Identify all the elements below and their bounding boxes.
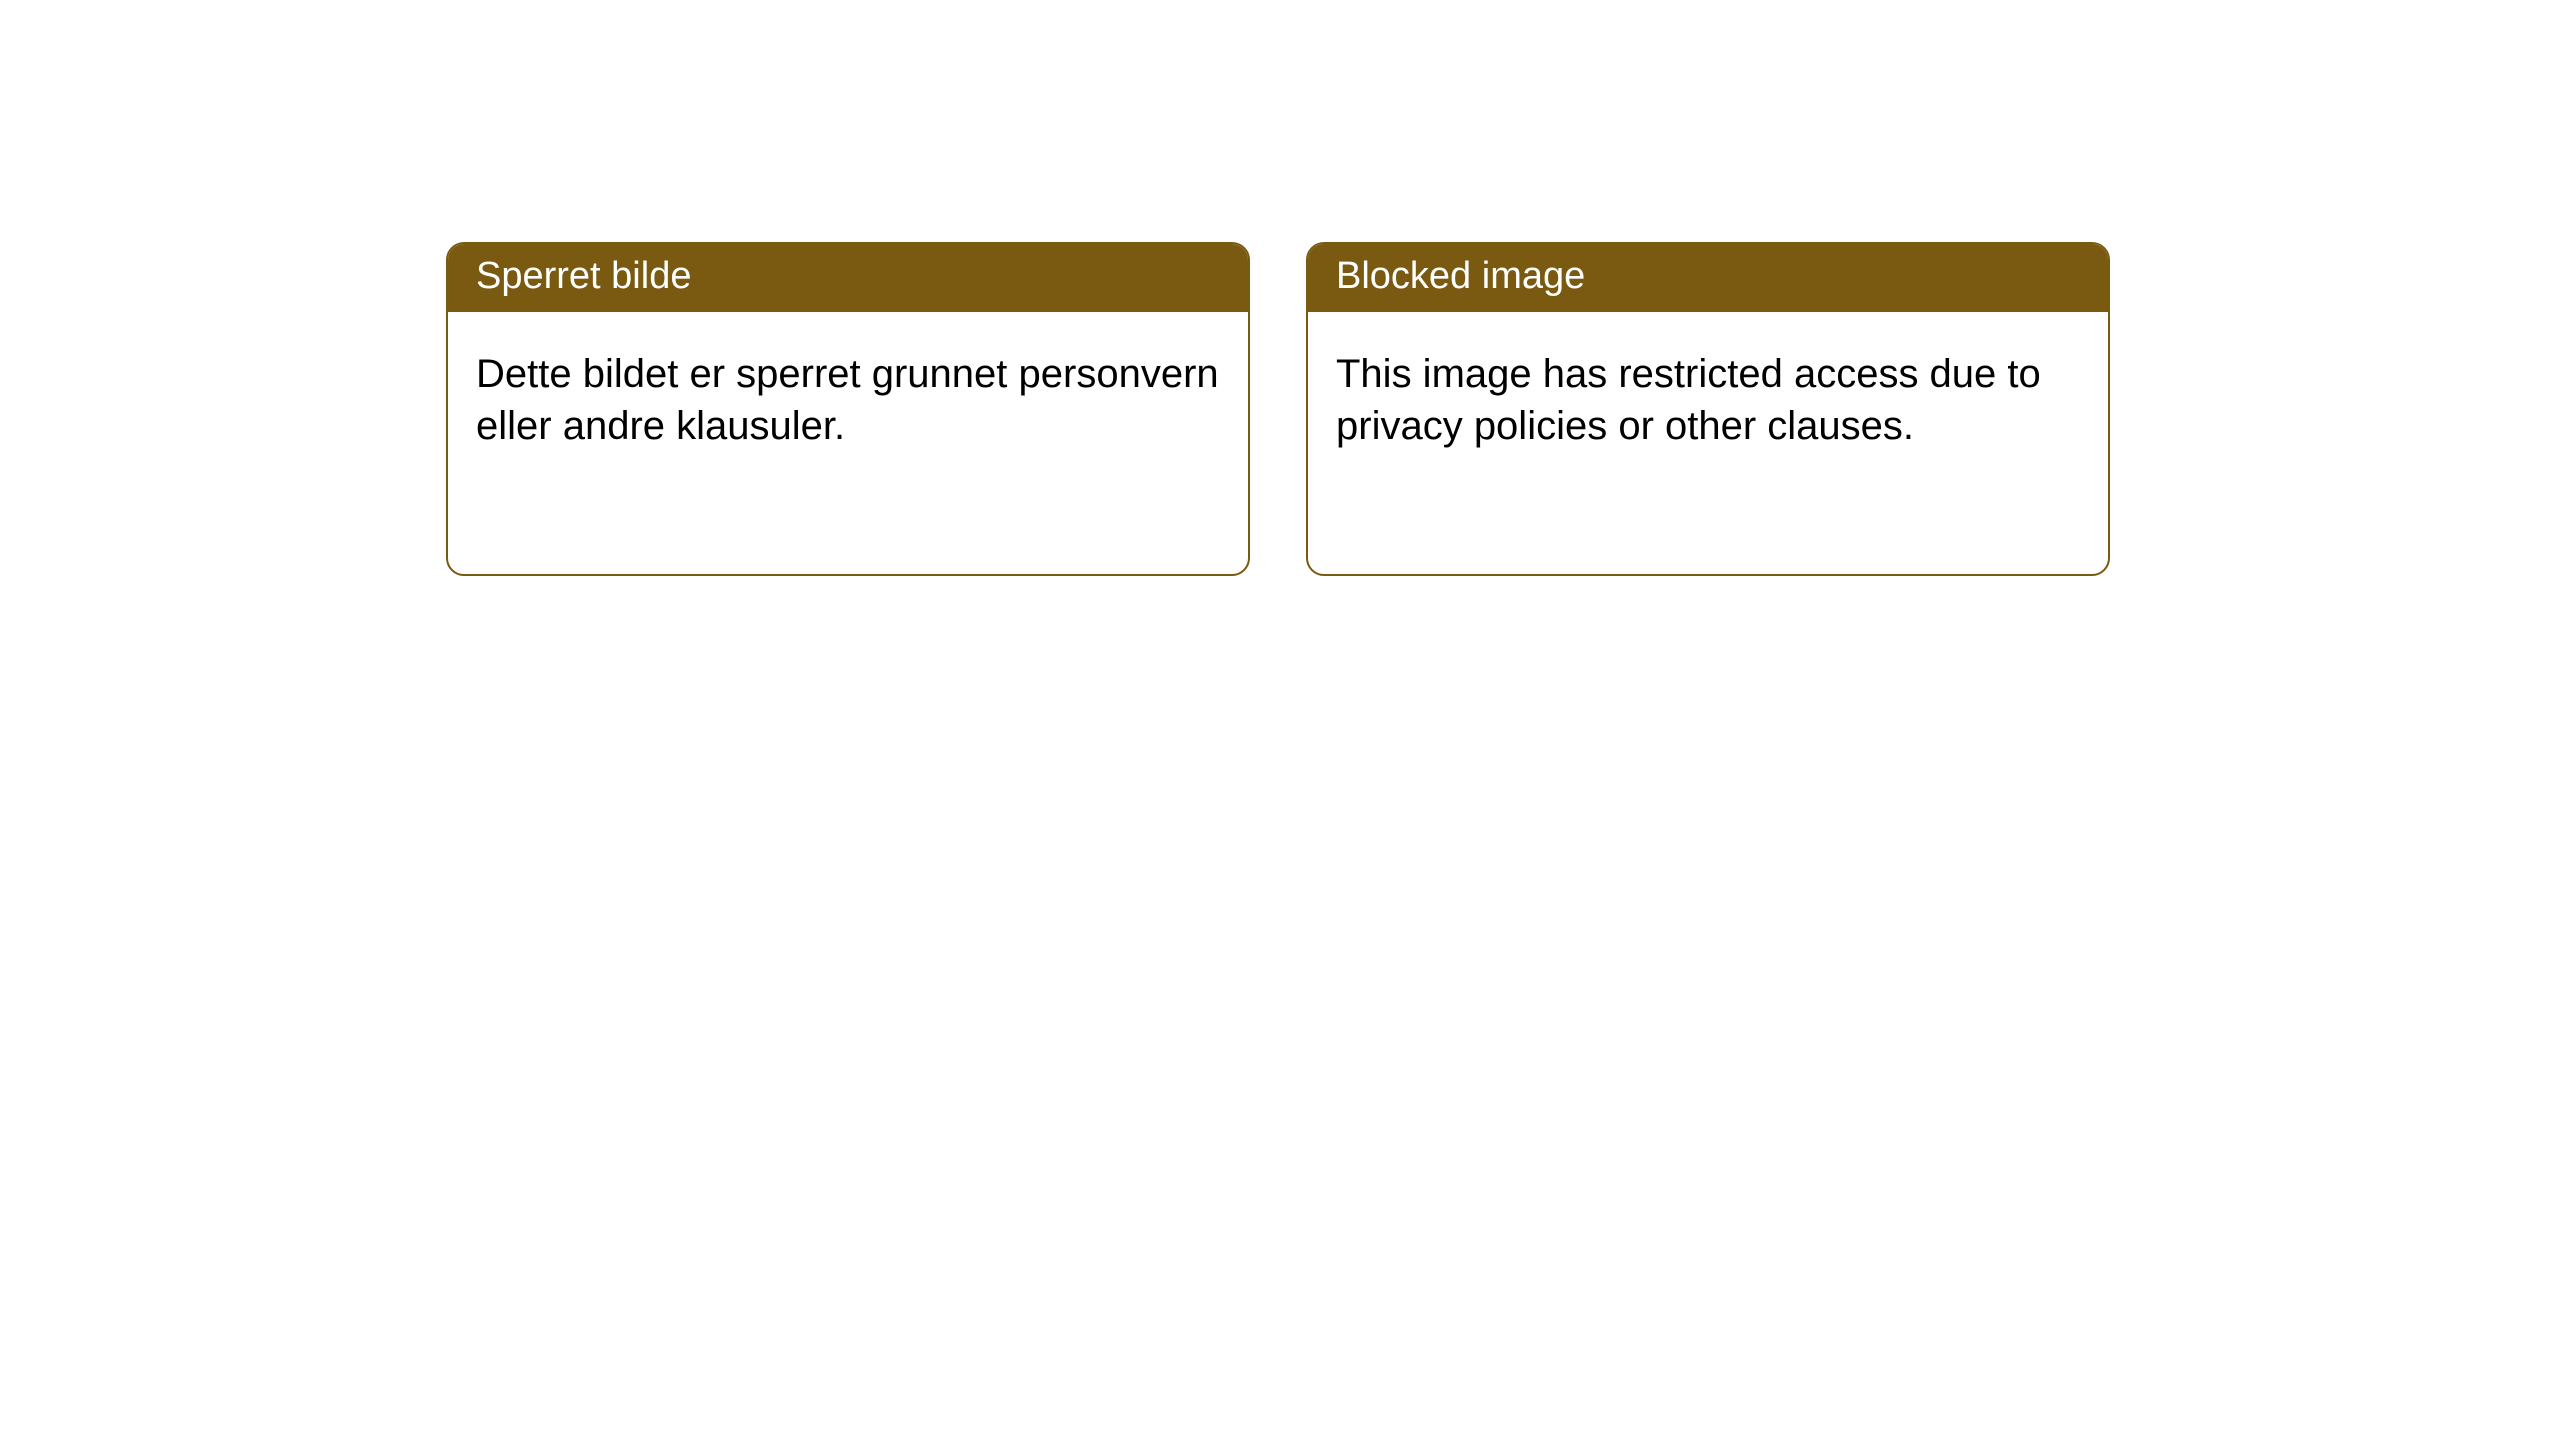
notice-container: Sperret bilde Dette bildet er sperret gr… [0,0,2560,576]
notice-title-no: Sperret bilde [448,244,1248,312]
notice-title-en: Blocked image [1308,244,2108,312]
notice-card-no: Sperret bilde Dette bildet er sperret gr… [446,242,1250,576]
notice-body-en: This image has restricted access due to … [1308,312,2108,480]
notice-card-en: Blocked image This image has restricted … [1306,242,2110,576]
notice-body-no: Dette bildet er sperret grunnet personve… [448,312,1248,480]
